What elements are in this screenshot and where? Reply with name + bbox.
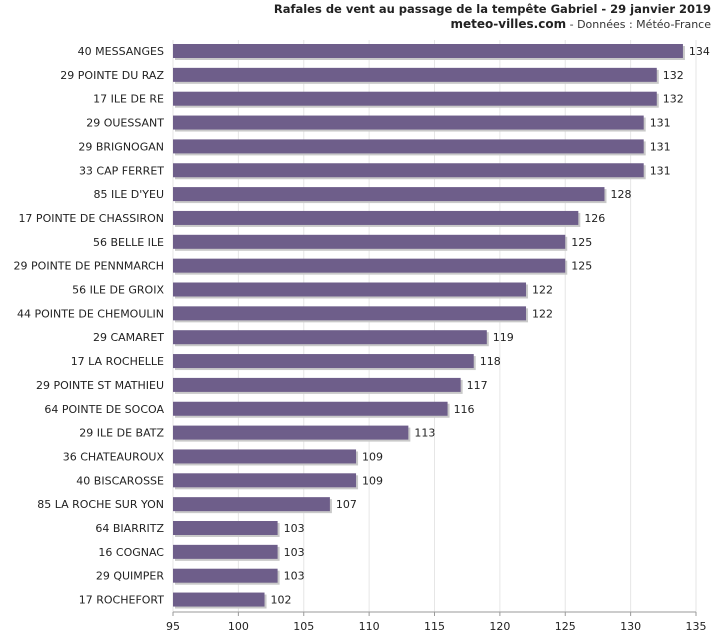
bar bbox=[173, 258, 566, 273]
data-label: 122 bbox=[532, 307, 553, 320]
bar bbox=[173, 497, 330, 512]
bar bbox=[173, 67, 657, 82]
x-tick-label: 130 bbox=[620, 620, 641, 633]
x-tick-label: 135 bbox=[686, 620, 707, 633]
category-label: 29 QUIMPER bbox=[96, 570, 165, 583]
bar bbox=[173, 377, 461, 392]
x-tick-label: 120 bbox=[489, 620, 510, 633]
bar bbox=[173, 592, 265, 607]
data-label: 118 bbox=[480, 355, 501, 368]
data-label: 126 bbox=[584, 212, 605, 225]
bar bbox=[173, 44, 683, 58]
data-label: 117 bbox=[467, 379, 488, 392]
category-label: 29 CAMARET bbox=[93, 331, 164, 344]
category-label: 29 BRIGNOGAN bbox=[78, 140, 164, 153]
category-label: 29 POINTE DE PENNMARCH bbox=[14, 260, 164, 273]
x-tick-label: 115 bbox=[424, 620, 445, 633]
data-label: 103 bbox=[284, 546, 305, 559]
bar bbox=[173, 139, 644, 154]
bar bbox=[173, 163, 644, 178]
category-label: 17 ILE DE RE bbox=[93, 93, 164, 106]
category-label: 29 OUESSANT bbox=[86, 117, 164, 130]
chart-subtitle: meteo-villes.com - Données : Météo-Franc… bbox=[274, 17, 712, 32]
category-label: 40 MESSANGES bbox=[78, 45, 164, 58]
data-label: 134 bbox=[689, 45, 710, 58]
data-label: 107 bbox=[336, 498, 357, 511]
bar bbox=[173, 91, 657, 106]
data-label: 102 bbox=[271, 594, 292, 607]
data-label: 131 bbox=[650, 117, 671, 130]
bar bbox=[173, 187, 605, 202]
x-tick-label: 125 bbox=[555, 620, 576, 633]
bar bbox=[173, 115, 644, 130]
category-label: 29 POINTE DU RAZ bbox=[60, 69, 164, 82]
x-tick-label: 105 bbox=[293, 620, 314, 633]
data-label: 119 bbox=[493, 331, 514, 344]
category-label: 17 ROCHEFORT bbox=[79, 594, 165, 607]
category-label: 33 CAP FERRET bbox=[79, 164, 164, 177]
data-label: 109 bbox=[362, 474, 383, 487]
data-label: 128 bbox=[610, 188, 631, 201]
category-label: 85 LA ROCHE SUR YON bbox=[37, 498, 164, 511]
bar bbox=[173, 401, 448, 416]
chart-header: Rafales de vent au passage de la tempête… bbox=[274, 1, 711, 32]
bar bbox=[173, 544, 278, 559]
bar bbox=[173, 282, 527, 297]
chart-title: Rafales de vent au passage de la tempête… bbox=[273, 2, 711, 16]
data-label: 103 bbox=[284, 522, 305, 535]
bar bbox=[173, 473, 357, 488]
source-credit: - Données : Météo-France bbox=[566, 18, 711, 31]
data-label: 132 bbox=[663, 93, 684, 106]
data-label: 132 bbox=[663, 69, 684, 82]
category-label: 17 POINTE DE CHASSIRON bbox=[18, 212, 164, 225]
category-label: 17 LA ROCHELLE bbox=[71, 355, 164, 368]
category-label: 56 BELLE ILE bbox=[93, 236, 164, 249]
data-label: 116 bbox=[454, 403, 475, 416]
bar bbox=[173, 354, 474, 369]
bar bbox=[173, 306, 527, 321]
category-label: 16 COGNAC bbox=[98, 546, 164, 559]
x-tick-label: 95 bbox=[166, 620, 180, 633]
category-label: 44 POINTE DE CHEMOULIN bbox=[17, 307, 164, 320]
data-label: 122 bbox=[532, 284, 553, 297]
data-label: 113 bbox=[414, 427, 435, 440]
category-label: 29 ILE DE BATZ bbox=[79, 427, 164, 440]
x-tick-label: 100 bbox=[228, 620, 249, 633]
category-label: 56 ILE DE GROIX bbox=[72, 284, 164, 297]
data-label: 125 bbox=[571, 260, 592, 273]
category-label: 36 CHATEAUROUX bbox=[63, 450, 165, 463]
source-site: meteo-villes.com bbox=[450, 17, 567, 31]
category-label: 40 BISCAROSSE bbox=[76, 474, 164, 487]
x-tick-label: 110 bbox=[359, 620, 380, 633]
category-label: 29 POINTE ST MATHIEU bbox=[36, 379, 164, 392]
category-label: 64 POINTE DE SOCOA bbox=[44, 403, 164, 416]
bar bbox=[173, 449, 357, 464]
bar bbox=[173, 568, 278, 583]
category-label: 64 BIARRITZ bbox=[95, 522, 164, 535]
bar bbox=[173, 210, 579, 225]
category-label: 85 ILE D'YEU bbox=[93, 188, 164, 201]
data-label: 131 bbox=[650, 140, 671, 153]
bar bbox=[173, 425, 409, 440]
data-label: 109 bbox=[362, 450, 383, 463]
data-label: 125 bbox=[571, 236, 592, 249]
bar bbox=[173, 234, 566, 249]
bar bbox=[173, 330, 487, 345]
bar bbox=[173, 521, 278, 535]
data-label: 131 bbox=[650, 164, 671, 177]
data-label: 103 bbox=[284, 570, 305, 583]
